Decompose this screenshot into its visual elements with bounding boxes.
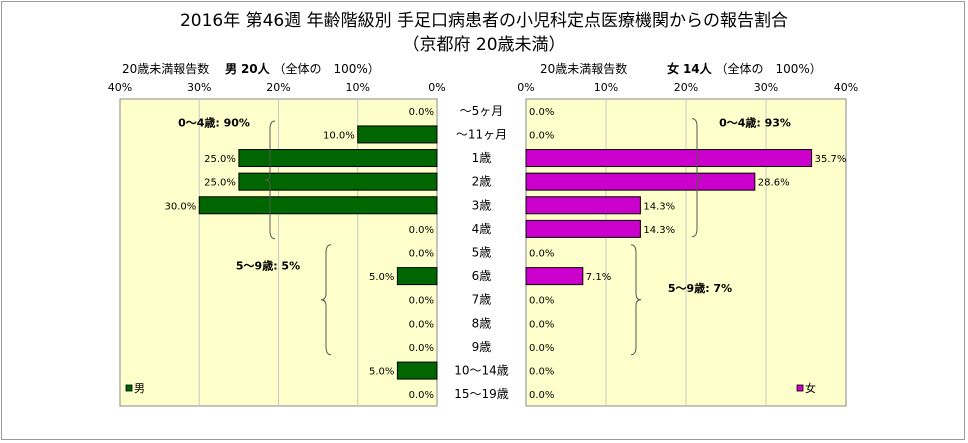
male-data-label: 0.0% <box>409 343 434 354</box>
category-label: 4歳 <box>472 222 492 236</box>
male-axis-tick-label: 20% <box>266 81 290 94</box>
category-label: 6歳 <box>472 269 492 283</box>
female-data-label: 28.6% <box>758 178 790 189</box>
male-data-label: 0.0% <box>409 319 434 330</box>
male-data-label: 10.0% <box>323 130 355 141</box>
female-data-label: 0.0% <box>529 390 554 401</box>
male-brace-0-4 <box>264 120 276 240</box>
female-axis-tick-label: 0% <box>517 81 534 94</box>
female-header-sex: 女 <box>667 62 680 76</box>
female-brace-0-4 <box>691 118 703 238</box>
male-axis-tick-label: 40% <box>108 81 132 94</box>
female-data-label: 0.0% <box>529 130 554 141</box>
chart-title: 2016年 第46週 年齢階級別 手足口病患者の小児科定点医療機関からの報告割合 <box>179 11 789 31</box>
male-axis-tick-label: 30% <box>187 81 211 94</box>
male-bar <box>396 267 438 286</box>
female-bar <box>525 267 584 286</box>
chart-subtitle: （京都府 20歳未満） <box>402 35 566 55</box>
female-data-label: 7.1% <box>586 272 611 283</box>
female-header-label: 20歳未満報告数 <box>540 62 628 76</box>
category-label: 1歳 <box>472 151 492 165</box>
female-header-count: 14人 <box>682 62 712 76</box>
female-data-label: 0.0% <box>529 319 554 330</box>
male-legend-label: 男 <box>134 382 145 395</box>
female-legend-swatch <box>796 384 804 392</box>
male-data-label: 0.0% <box>409 249 434 260</box>
female-data-label: 0.0% <box>529 296 554 307</box>
male-data-label: 0.0% <box>409 390 434 401</box>
female-bar <box>525 219 641 238</box>
female-header: 20歳未満報告数 女 14人 （全体の 100%） <box>540 60 822 77</box>
male-data-label: 25.0% <box>204 178 236 189</box>
female-brace-5-9 <box>630 244 642 356</box>
male-brace-5-9 <box>320 244 332 356</box>
category-label: 3歳 <box>472 198 492 212</box>
female-data-label: 0.0% <box>529 107 554 118</box>
male-annotation-5-9: 5～9歳: 5% <box>236 258 300 272</box>
male-axis-tick-label: 10% <box>346 81 370 94</box>
male-header-label: 20歳未満報告数 <box>122 62 210 76</box>
category-label: 9歳 <box>472 340 492 354</box>
male-bar <box>396 361 438 380</box>
female-axis-tick-label: 30% <box>754 81 778 94</box>
female-data-label: 0.0% <box>529 343 554 354</box>
male-header-sex: 男 <box>225 62 238 76</box>
male-axis-tick-label: 0% <box>428 81 445 94</box>
male-data-label: 0.0% <box>409 225 434 236</box>
female-annotation-5-9: 5～9歳: 7% <box>668 281 732 295</box>
female-bar <box>525 196 641 215</box>
male-data-label: 25.0% <box>204 154 236 165</box>
female-header-note: （全体の 100%） <box>715 62 822 76</box>
category-label: 2歳 <box>472 175 492 189</box>
female-axis-tick-label: 20% <box>674 81 698 94</box>
category-label: 7歳 <box>472 293 492 307</box>
male-header-note: （全体の 100%） <box>273 62 380 76</box>
female-bar <box>525 149 813 168</box>
female-annotation-0-4: 0～4歳: 93% <box>719 116 791 130</box>
category-label: ～11ヶ月 <box>456 127 507 141</box>
female-bar <box>525 172 756 191</box>
female-axis-tick-label: 40% <box>834 81 858 94</box>
male-annotation-0-4: 0～4歳: 90% <box>178 116 250 130</box>
female-data-label: 0.0% <box>529 367 554 378</box>
male-header-count: 20人 <box>240 62 270 76</box>
female-data-label: 14.3% <box>643 225 675 236</box>
male-data-label: 5.0% <box>369 367 394 378</box>
category-label: 10～14歳 <box>454 364 509 378</box>
female-axis-tick-label: 10% <box>594 81 618 94</box>
category-label: ～5ヶ月 <box>460 104 504 118</box>
female-data-label: 0.0% <box>529 249 554 260</box>
category-label: 5歳 <box>472 246 492 260</box>
male-data-label: 0.0% <box>409 296 434 307</box>
male-bar <box>357 125 438 144</box>
male-bar <box>238 149 438 168</box>
female-data-label: 14.3% <box>643 201 675 212</box>
female-data-label: 35.7% <box>815 154 847 165</box>
female-legend-label: 女 <box>805 381 816 395</box>
male-bar <box>238 172 438 191</box>
category-label: 15～19歳 <box>454 387 509 401</box>
male-data-label: 30.0% <box>164 201 196 212</box>
male-header: 20歳未満報告数 男 20人 （全体の 100%） <box>122 60 380 77</box>
male-data-label: 5.0% <box>369 272 394 283</box>
male-data-label: 0.0% <box>409 107 434 118</box>
male-bar <box>198 196 438 215</box>
male-legend-swatch <box>125 384 133 392</box>
category-label: 8歳 <box>472 316 492 330</box>
